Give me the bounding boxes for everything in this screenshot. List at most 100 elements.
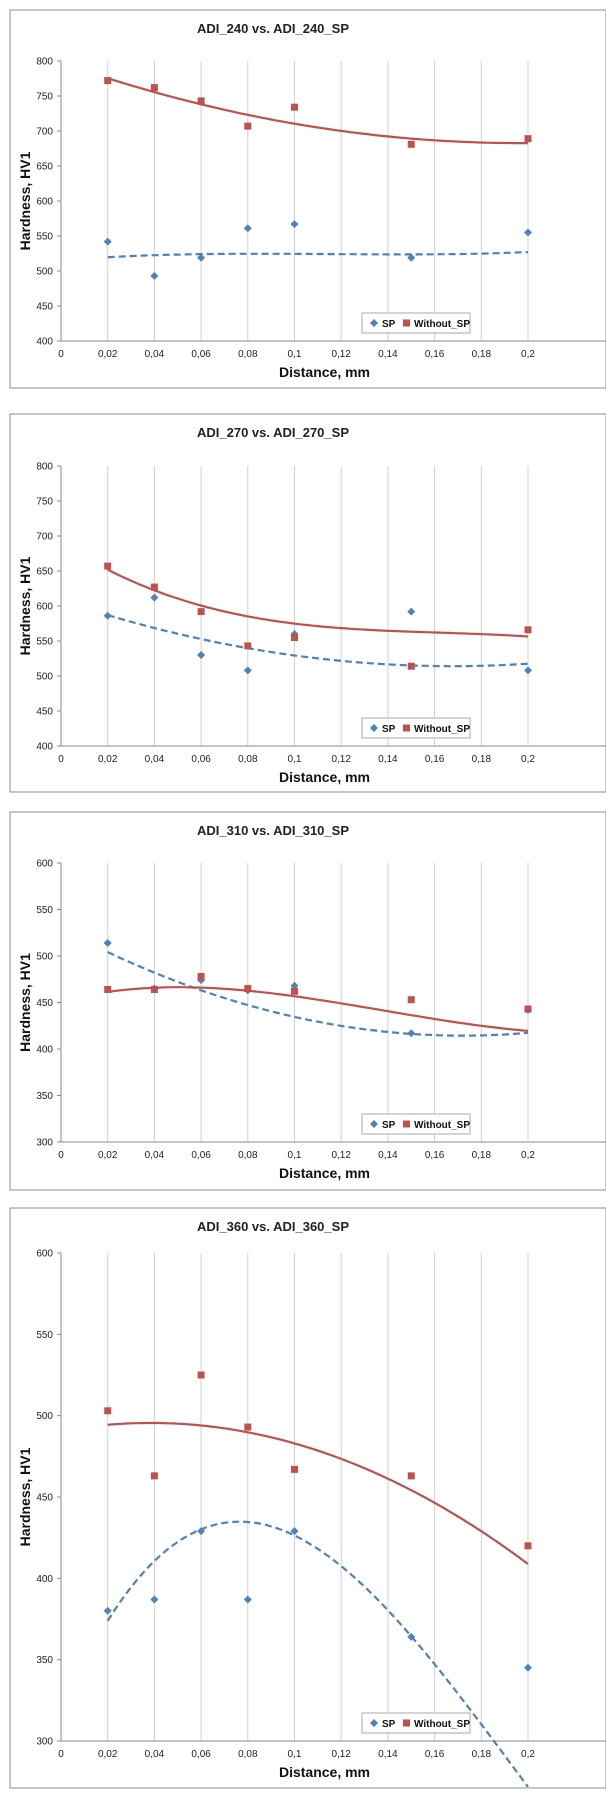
without-sp-point [407,140,415,148]
sp-point [407,253,416,262]
legend-without-sp-label: Without_SP [414,1120,470,1131]
legend-sp-label: SP [382,724,396,735]
chart-border [9,413,606,793]
x-tick-label: 0,1 [288,1150,302,1161]
x-tick-label: 0,02 [98,349,118,360]
x-tick-label: 0,1 [288,1749,302,1760]
y-tick-label: 350 [36,1655,53,1666]
without-sp-point [197,608,205,616]
y-tick-label: 500 [36,952,53,963]
x-tick-label: 0,2 [521,754,535,765]
without-sp-point [150,1472,158,1480]
sp-point [103,1606,112,1615]
sp-point [524,666,532,675]
y-tick-label: 750 [36,92,53,103]
x-tick-label: 0,18 [472,1150,492,1161]
legend-sp-label: SP [382,1719,396,1730]
without-sp-point [197,1371,205,1379]
legend-without-sp-marker [403,1120,410,1128]
y-tick-label: 300 [36,1737,53,1748]
without-sp-point [197,97,205,105]
y-tick-label: 700 [36,127,53,138]
x-tick-label: 0,12 [331,754,351,765]
sp-point [524,228,532,237]
legend-sp-marker [370,319,378,327]
without-sp-point [524,626,532,634]
y-tick-label: 450 [36,1493,53,1504]
x-tick-label: 0,04 [145,754,165,765]
legend-box [361,717,471,739]
x-tick-label: 0,08 [238,1749,258,1760]
x-axis-label: Distance, mm [279,1764,370,1780]
without-sp-point [104,1407,112,1415]
x-tick-label: 0,12 [331,1150,351,1161]
x-tick-label: 0,02 [98,1749,118,1760]
y-tick-label: 400 [36,1574,53,1585]
without-sp-point [150,985,158,993]
chart-title: ADI_270 vs. ADI_270_SP [197,425,349,440]
legend-box [361,1113,471,1135]
x-tick-label: 0,14 [378,1749,398,1760]
legend-sp-label: SP [382,1120,396,1131]
y-tick-label: 500 [36,672,53,683]
trendline-without-sp [107,986,529,1032]
sp-point [290,220,299,229]
without-sp-point [150,84,158,92]
sp-point [290,1527,299,1536]
x-tick-label: 0,16 [425,1150,445,1161]
sp-point [197,651,206,659]
legend-box [361,312,471,334]
y-tick-label: 650 [36,567,53,578]
x-tick-label: 0,06 [191,349,211,360]
y-tick-label: 450 [36,998,53,1009]
x-tick-label: 0,08 [238,349,258,360]
legend-without-sp-marker [403,1719,410,1727]
x-axis-label: Distance, mm [279,1165,370,1181]
legend-sp-label: SP [382,319,396,330]
without-sp-point [291,634,298,641]
sp-point [103,938,112,947]
x-tick-label: 0,08 [238,754,258,765]
legend-sp-marker [370,724,378,732]
x-tick-label: 0,2 [521,1749,535,1760]
without-sp-point [244,642,252,650]
y-tick-label: 700 [36,532,53,543]
without-sp-point [104,562,112,570]
without-sp-point [291,987,298,995]
y-tick-label: 450 [36,707,53,718]
y-tick-label: 400 [36,742,53,753]
x-tick-label: 0,14 [378,349,398,360]
sp-point [407,607,416,616]
trendline-sp [107,614,529,668]
chart-title: ADI_240 vs. ADI_240_SP [197,21,349,36]
y-tick-label: 600 [36,859,53,870]
chart-title: ADI_360 vs. ADI_360_SP [197,1219,349,1234]
chart-1: ADI_240 vs. ADI_240_SP 0 0,02 0,04 0,06 0,08 0… [9,9,606,389]
chart-3: ADI_310 vs. ADI_310_SP 0 0,02 0,04 0,06 0,08 0… [9,811,606,1191]
y-tick-label: 600 [36,197,53,208]
without-sp-point [524,1542,532,1550]
without-sp-point [244,122,252,130]
y-tick-label: 800 [36,57,53,68]
sp-point [150,1595,159,1604]
legend-without-sp-label: Without_SP [414,319,470,330]
y-tick-label: 500 [36,267,53,278]
trendline-without-sp [107,568,529,638]
y-tick-label: 300 [36,1138,53,1149]
y-axis-label: Hardness, HV1 [17,151,33,250]
without-sp-point [291,103,298,111]
sp-point [197,1527,206,1536]
x-tick-label: 0,12 [331,349,351,360]
legend-sp-marker [370,1120,378,1128]
y-tick-label: 350 [36,1091,53,1102]
y-axis-label: Hardness, HV1 [17,556,33,655]
x-tick-label: 0,04 [145,1150,165,1161]
sp-point [407,1632,416,1641]
without-sp-point [244,985,252,993]
without-sp-point [150,583,158,591]
without-sp-point [524,135,532,143]
without-sp-point [104,985,112,993]
sp-point [243,1595,252,1604]
y-tick-label: 800 [36,462,53,473]
x-tick-label: 0 [58,1150,64,1161]
